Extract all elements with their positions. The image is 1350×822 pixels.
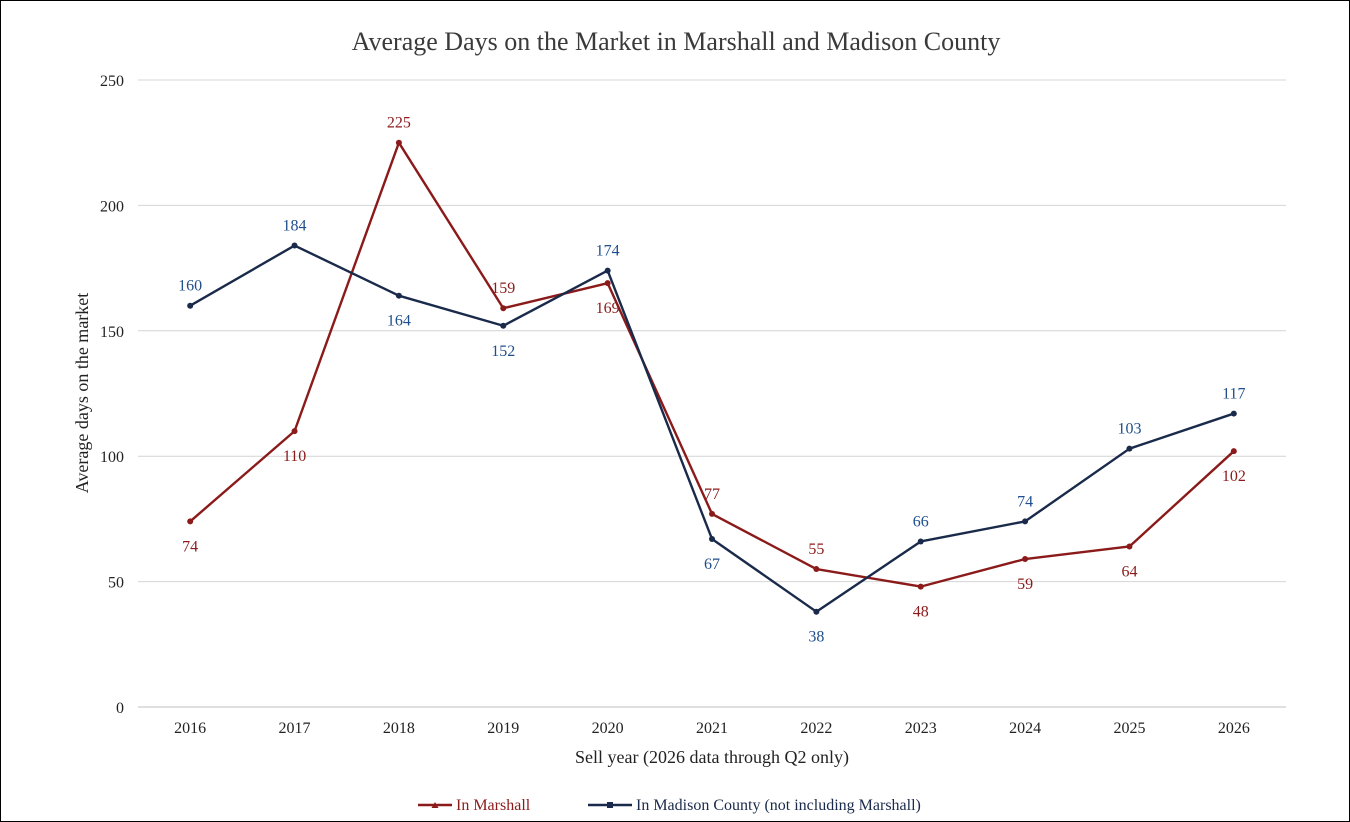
legend-marker — [431, 802, 439, 808]
data-point — [1126, 543, 1133, 550]
chart-title: Average Days on the Market in Marshall a… — [352, 27, 1001, 56]
data-point — [1022, 556, 1029, 563]
data-label: 169 — [596, 300, 620, 317]
gridlines — [138, 79, 1286, 708]
y-tick-label: 100 — [100, 449, 124, 466]
x-tick-label: 2018 — [383, 720, 415, 737]
x-axis-title: Sell year (2026 data through Q2 only) — [575, 747, 849, 768]
data-label: 103 — [1117, 421, 1141, 438]
data-label: 48 — [913, 604, 929, 621]
y-tick-label: 250 — [100, 73, 124, 90]
data-point — [500, 322, 507, 329]
data-label: 74 — [1017, 493, 1033, 510]
data-point — [1230, 448, 1237, 455]
data-point — [604, 267, 611, 274]
data-label: 164 — [387, 313, 411, 330]
x-tick-label: 2019 — [487, 720, 519, 737]
data-point — [1022, 518, 1029, 525]
y-axis-title: Average days on the market — [72, 293, 92, 494]
data-point — [917, 538, 924, 545]
data-point — [709, 510, 715, 517]
x-tick-label: 2021 — [696, 720, 728, 737]
data-point — [813, 566, 820, 573]
data-label: 77 — [704, 486, 720, 503]
data-label: 59 — [1017, 576, 1033, 593]
data-point — [1126, 445, 1133, 452]
legend-item-0: In Marshall — [418, 797, 531, 814]
legend-label: In Marshall — [456, 797, 531, 814]
data-point — [395, 139, 402, 146]
x-tick-label: 2016 — [174, 720, 206, 737]
legend-item-1: In Madison County (not including Marshal… — [588, 797, 921, 814]
legend-marker — [607, 802, 613, 808]
y-tick-label: 200 — [100, 198, 124, 215]
legend-label: In Madison County (not including Marshal… — [636, 797, 921, 814]
data-point — [291, 428, 298, 435]
x-tick-labels: 2016 2017 2018 2019 2020 2021 2022 2023 2024 2025… — [174, 720, 1250, 737]
data-point — [500, 305, 507, 312]
x-tick-label: 2017 — [279, 720, 311, 737]
data-label: 64 — [1121, 563, 1137, 580]
series-line-0 — [189, 141, 1235, 588]
data-label: 38 — [808, 629, 824, 646]
data-label: 159 — [491, 280, 515, 297]
data-label: 55 — [808, 541, 824, 558]
x-tick-label: 2022 — [800, 720, 832, 737]
y-tick-label: 0 — [116, 700, 124, 717]
series-layer — [187, 139, 1237, 615]
x-tick-label: 2024 — [1009, 720, 1041, 737]
data-label: 67 — [704, 556, 720, 573]
y-tick-label: 50 — [108, 575, 124, 592]
data-point — [187, 518, 194, 525]
y-tick-label: 150 — [100, 324, 124, 341]
data-label: 152 — [491, 343, 515, 360]
data-label: 174 — [596, 243, 620, 260]
data-label: 102 — [1222, 468, 1246, 485]
y-tick-labels: 0 50 100 150 200 250 — [100, 73, 124, 717]
data-label: 66 — [913, 513, 929, 530]
data-label: 117 — [1222, 386, 1245, 403]
data-label: 225 — [387, 115, 411, 132]
data-point — [709, 535, 715, 542]
data-labels: 74 110 225 159 169 77 55 48 59 64 102 160 184 164 152 1… — [178, 115, 1246, 646]
x-tick-label: 2025 — [1113, 720, 1145, 737]
data-label: 110 — [283, 448, 306, 465]
data-point — [187, 302, 194, 309]
data-label: 74 — [182, 538, 198, 555]
data-point — [291, 242, 298, 249]
data-label: 160 — [178, 278, 202, 295]
data-point — [1230, 410, 1237, 417]
data-label: 184 — [283, 218, 307, 235]
x-tick-label: 2023 — [905, 720, 937, 737]
data-point — [917, 583, 924, 590]
data-point — [604, 280, 611, 287]
data-point — [395, 292, 402, 299]
x-tick-label: 2020 — [592, 720, 624, 737]
data-point — [813, 608, 820, 615]
x-tick-label: 2026 — [1218, 720, 1250, 737]
legend: In Marshall In Madison County (not includ… — [418, 797, 921, 814]
